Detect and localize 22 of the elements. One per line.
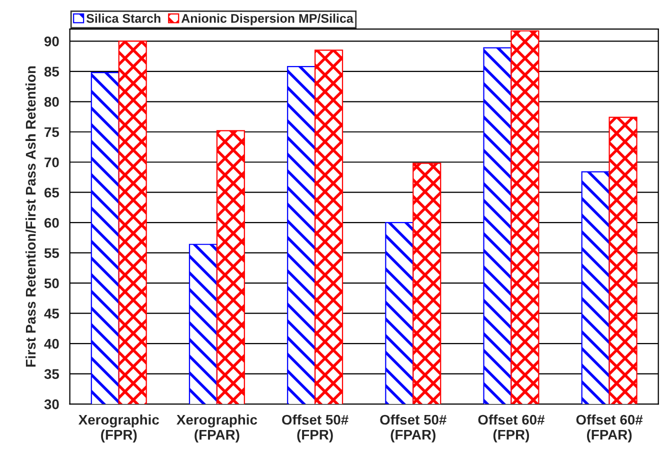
y-tick-label: 30	[44, 399, 59, 410]
x-tick-label: Offset 50# (FPAR)	[380, 414, 446, 442]
x-tick-label: Offset 50# (FPR)	[282, 414, 348, 442]
y-tick-label: 55	[44, 248, 60, 258]
legend-label: Anionic Dispersion MP/Silica	[181, 14, 354, 26]
y-tick-label: 90	[44, 36, 59, 46]
x-tick-label: Xerographic (FPAR)	[176, 414, 258, 442]
y-tick-label: 50	[44, 278, 59, 288]
y-tick-label: 40	[44, 338, 59, 349]
y-tick-label: 35	[44, 369, 60, 380]
y-axis-title: First Pass Retention/First Pass Ash Retention	[25, 66, 36, 367]
x-tick-label: Offset 60# (FPR)	[478, 414, 545, 442]
legend-label: Silica Starch	[86, 14, 160, 23]
y-tick-label: 45	[44, 308, 60, 318]
y-tick-label: 75	[44, 127, 60, 138]
x-tick-label: Offset 60# (FPAR)	[576, 414, 643, 442]
y-tick-label: 65	[44, 188, 60, 198]
y-tick-label: 85	[44, 66, 60, 77]
x-tick-label: Xerographic (FPR)	[78, 414, 159, 442]
y-tick-label: 80	[44, 96, 59, 107]
y-tick-label: 70	[44, 157, 59, 168]
y-tick-label: 60	[44, 218, 59, 228]
